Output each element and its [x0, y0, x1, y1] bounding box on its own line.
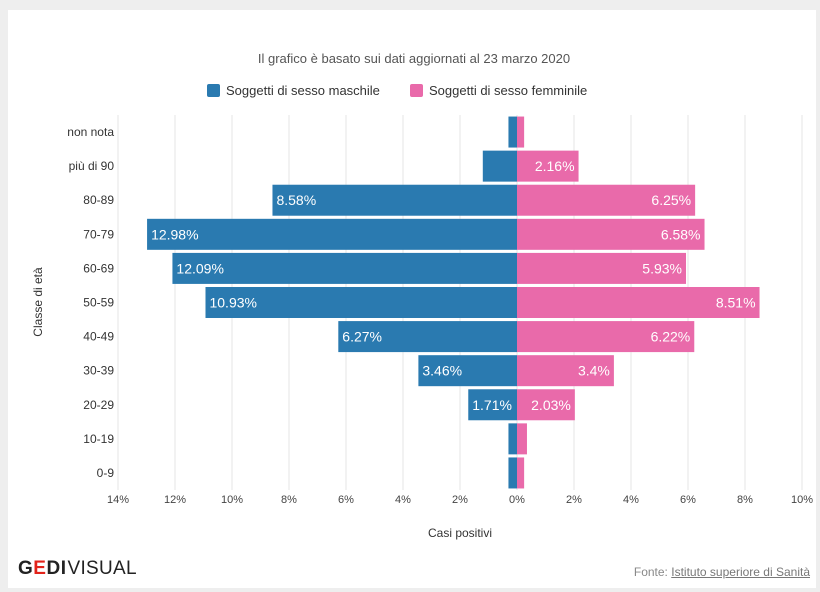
legend-label-female: Soggetti di sesso femminile — [429, 83, 587, 98]
bar-male[interactable] — [418, 355, 517, 387]
legend-label-male: Soggetti di sesso maschile — [226, 83, 380, 98]
x-tick-label: 8% — [281, 494, 297, 506]
legend-swatch-female — [410, 84, 423, 97]
bar-male[interactable] — [508, 116, 517, 148]
x-tick-label: 8% — [737, 494, 753, 506]
bar-label-male: 10.93% — [209, 295, 256, 311]
bar-label-female: 2.16% — [535, 158, 575, 174]
bar-female[interactable] — [517, 355, 614, 387]
frame-bottom-border — [0, 588, 820, 592]
legend-swatch-male — [207, 84, 220, 97]
category-label: 80-89 — [83, 193, 114, 207]
bar-label-female: 6.58% — [661, 226, 701, 242]
source-credit: Fonte: Istituto superiore di Sanità — [634, 565, 810, 579]
bar-labels-group: 2.16% 8.58% 6.25% 12.98% 6.58% 12.09% 5.93% 10.… — [151, 158, 755, 413]
category-labels-group: non nota più di 90 80-89 70-79 60-69 50-59 40-… — [67, 125, 114, 480]
bar-label-female: 3.4% — [578, 363, 610, 379]
bar-male[interactable] — [272, 184, 517, 216]
x-tick-label: 4% — [623, 494, 639, 506]
bar-label-female: 2.03% — [531, 397, 571, 413]
x-tick-label: 14% — [107, 494, 129, 506]
bar-label-male: 12.09% — [176, 260, 223, 276]
bar-female[interactable] — [517, 252, 687, 284]
gedi-visual-logo: GEDIVISUAL — [18, 558, 137, 579]
bar-label-male: 12.98% — [151, 226, 198, 242]
bar-male[interactable] — [468, 389, 517, 421]
x-tick-label: 0% — [509, 494, 525, 506]
bar-female[interactable] — [517, 184, 696, 216]
source-link[interactable]: Istituto superiore di Sanità — [671, 565, 810, 579]
legend-item-female[interactable]: Soggetti di sesso femminile — [410, 83, 587, 98]
category-label: 30-39 — [83, 364, 114, 378]
x-tick-label: 6% — [338, 494, 354, 506]
x-axis-title: Casi positivi — [428, 526, 492, 540]
bar-male[interactable] — [338, 321, 517, 353]
category-label: 60-69 — [83, 261, 114, 275]
x-tick-label: 2% — [452, 494, 468, 506]
y-axis-title: Classe di età — [31, 267, 45, 337]
frame-top-border — [0, 0, 820, 10]
source-prefix: Fonte: — [633, 565, 668, 579]
x-tick-labels-group: 14% 12% 10% 8% 6% 4% 2% 0% 2% 4% 6% 8% 10% — [107, 494, 813, 506]
bar-male[interactable] — [508, 457, 517, 489]
frame-left-border — [0, 0, 8, 592]
legend-item-male[interactable]: Soggetti di sesso maschile — [207, 83, 380, 98]
category-label: 0-9 — [97, 466, 115, 480]
category-label: 70-79 — [83, 227, 114, 241]
category-label: non nota — [67, 125, 114, 139]
bar-female[interactable] — [517, 423, 527, 455]
x-tick-label: 10% — [791, 494, 813, 506]
bar-female[interactable] — [517, 150, 579, 182]
bar-label-female: 6.25% — [651, 192, 691, 208]
chart-subtitle: Il grafico è basato sui dati aggiornati … — [258, 51, 570, 66]
bar-male[interactable] — [205, 287, 517, 318]
bar-female[interactable] — [517, 287, 760, 318]
category-label: 50-59 — [83, 296, 114, 310]
x-tick-label: 12% — [164, 494, 186, 506]
bar-male[interactable] — [508, 423, 517, 455]
bar-label-male: 6.27% — [342, 329, 382, 345]
bar-male[interactable] — [482, 150, 517, 182]
bar-label-male: 3.46% — [422, 363, 462, 379]
frame-right-border — [816, 0, 820, 592]
bar-female[interactable] — [517, 457, 525, 489]
category-label: 40-49 — [83, 330, 114, 344]
x-tick-label: 10% — [221, 494, 243, 506]
bar-label-female: 6.22% — [651, 329, 691, 345]
category-label: più di 90 — [69, 159, 115, 173]
bar-male[interactable] — [147, 218, 517, 250]
chart-legend: Soggetti di sesso maschile Soggetti di s… — [207, 83, 587, 98]
x-tick-label: 4% — [395, 494, 411, 506]
x-tick-label: 6% — [680, 494, 696, 506]
category-label: 20-29 — [83, 398, 114, 412]
bar-female[interactable] — [517, 321, 695, 353]
bar-label-female: 8.51% — [716, 295, 756, 311]
bar-male[interactable] — [172, 252, 517, 284]
category-label: 10-19 — [83, 432, 114, 446]
bar-female[interactable] — [517, 218, 705, 250]
bars-group — [147, 116, 760, 489]
bar-female[interactable] — [517, 116, 525, 148]
bar-female[interactable] — [517, 389, 575, 421]
x-tick-label: 2% — [566, 494, 582, 506]
bar-label-male: 1.71% — [472, 397, 512, 413]
bar-label-female: 5.93% — [642, 260, 682, 276]
bar-label-male: 8.58% — [276, 192, 316, 208]
